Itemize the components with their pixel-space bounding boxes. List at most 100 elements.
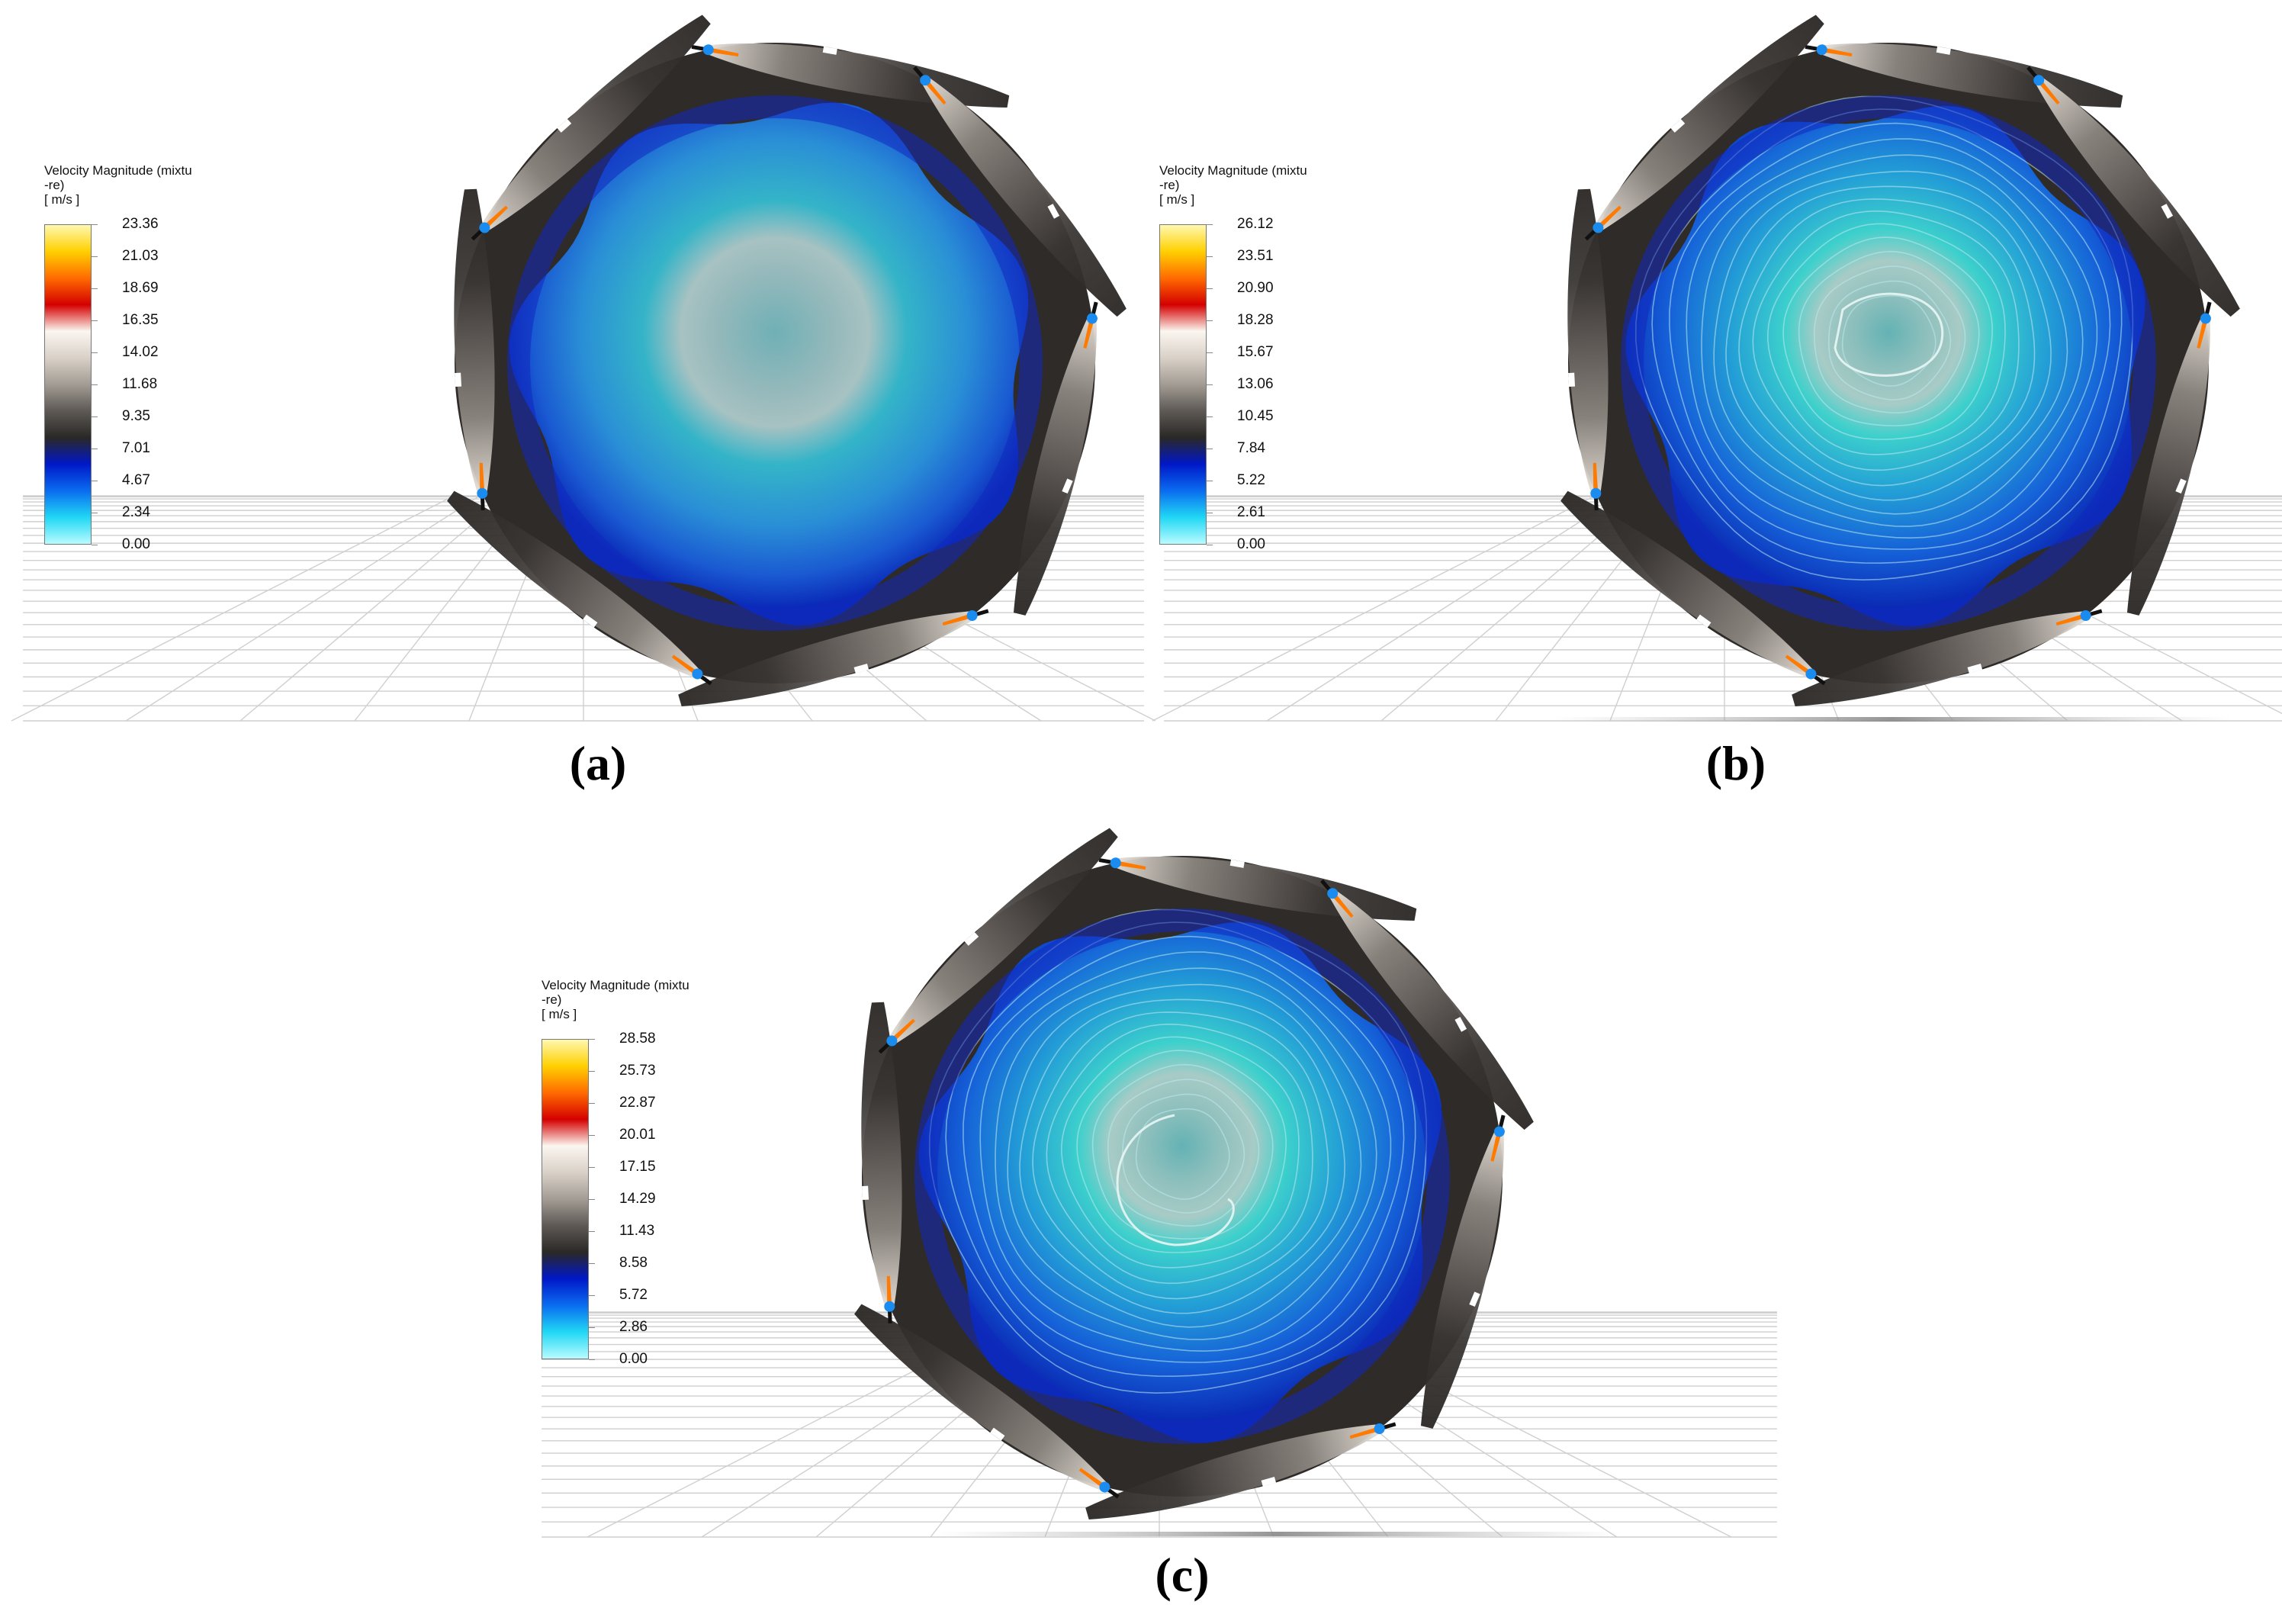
jet-hot-core xyxy=(1078,1468,1107,1489)
caption-c: (c) xyxy=(1155,1548,1210,1602)
grid-line xyxy=(1266,495,1622,722)
jet-body xyxy=(889,828,1118,1044)
colorbar xyxy=(1159,224,1207,545)
contour-line xyxy=(1686,138,2098,539)
core-vortex-line xyxy=(1834,292,1944,377)
jet-body xyxy=(1595,14,1824,231)
jet-body xyxy=(454,188,495,494)
grid-line xyxy=(11,495,455,722)
colorbar-tick-label: 7.01 xyxy=(122,440,150,456)
colorbar-tick-mark xyxy=(589,1167,595,1168)
ring-notch xyxy=(1047,204,1060,219)
colorbar-tick-label: 11.68 xyxy=(122,376,158,392)
jet-body xyxy=(2126,317,2210,616)
jet-hot-core xyxy=(708,47,739,56)
colorbar-tick-label: 23.51 xyxy=(1237,248,1274,264)
contour-line xyxy=(945,921,1416,1378)
wall-notch xyxy=(886,1035,898,1047)
ring-notch xyxy=(1568,372,1576,388)
colorbar-tick-label: 2.34 xyxy=(122,504,150,520)
colorbar-tick-mark xyxy=(589,1263,595,1264)
jet-plume xyxy=(1420,1114,1506,1429)
contour-line xyxy=(1122,1093,1245,1214)
colorbar-tick-label: 14.29 xyxy=(619,1191,656,1207)
ring-notches xyxy=(455,46,1073,674)
colorbar-tick-mark xyxy=(92,352,98,353)
colorbar-legend: Velocity Magnitude (mixtu -re) [ m/s ] 2… xyxy=(542,978,740,1375)
jet-plume xyxy=(861,1002,902,1323)
jet-plume xyxy=(1792,609,2103,706)
ring-notch xyxy=(822,46,837,55)
colorbar-tick-label: 20.90 xyxy=(1237,280,1274,296)
grid-line xyxy=(239,495,506,722)
contour-line xyxy=(1798,250,1980,426)
jet-plume xyxy=(2026,66,2240,317)
colorbar-tick-label: 16.35 xyxy=(122,312,159,328)
jet-hot-core xyxy=(1115,860,1146,870)
ring-notch xyxy=(1936,46,1951,55)
nozzle-jets xyxy=(854,828,1534,1519)
colorbar-tick-mark xyxy=(589,1199,595,1200)
colorbar-tick-mark xyxy=(92,288,98,289)
ring-notch xyxy=(1469,1291,1480,1307)
colorbar xyxy=(542,1039,589,1359)
colorbar-tick-mark xyxy=(1207,352,1213,353)
jet-hot-core xyxy=(479,462,485,494)
colorbar-tick-mark xyxy=(589,1359,595,1360)
nozzle-jets xyxy=(1560,14,2240,706)
fluid-region xyxy=(918,921,1442,1443)
wall-notch xyxy=(1805,668,1817,680)
fluid-region xyxy=(509,102,1029,625)
colorbar-tick-label: 17.15 xyxy=(619,1159,656,1175)
jet-hot-core xyxy=(886,1275,892,1307)
contour-line xyxy=(1076,1050,1287,1253)
colorbar-tick-mark xyxy=(589,1231,595,1232)
jet-hot-core xyxy=(890,1018,915,1043)
panel-b: Velocity Magnitude (mixtu -re) [ m/s ] 2… xyxy=(1141,0,2282,812)
jet-plume xyxy=(1320,879,1534,1130)
colorbar-tick-mark xyxy=(92,320,98,321)
wall-notch xyxy=(1086,313,1098,324)
colorbar-tick-label: 2.86 xyxy=(619,1319,648,1335)
contour-line xyxy=(963,935,1405,1363)
legend-unit: [ m/s ] xyxy=(542,1007,577,1021)
contour-line xyxy=(1828,280,1952,400)
colorbar-tick-mark xyxy=(1207,320,1213,321)
contour-line xyxy=(1813,265,1966,414)
contour-line xyxy=(1782,236,1993,440)
jet-plume xyxy=(1560,490,1826,686)
jet-hot-core xyxy=(923,79,947,105)
jet-hot-core xyxy=(2055,613,2087,626)
flow-field-disc xyxy=(1560,14,2240,706)
colorbar-tick-label: 0.00 xyxy=(1237,536,1265,552)
colorbar-tick-label: 11.43 xyxy=(619,1223,655,1239)
inner-rim xyxy=(1621,95,2156,631)
contour-line xyxy=(1669,122,2111,550)
contour-line xyxy=(995,967,1377,1340)
colorbar-tick-label: 13.06 xyxy=(1237,376,1274,392)
legend-title: Velocity Magnitude (mixtu -re) xyxy=(1159,163,1307,192)
jet-plume xyxy=(471,14,711,241)
wall-notch xyxy=(1374,1423,1385,1434)
jet-body xyxy=(1013,317,1097,616)
jet-hot-core xyxy=(1083,317,1094,349)
contour-line xyxy=(1007,983,1362,1328)
colorbar-tick-label: 0.00 xyxy=(619,1351,648,1367)
colorbar-tick-mark xyxy=(589,1103,595,1104)
jet-body xyxy=(1329,890,1534,1130)
jet-plume xyxy=(1567,188,1609,510)
wall-notch xyxy=(702,44,714,56)
colorbar-tick-label: 22.87 xyxy=(619,1095,656,1111)
legend-title: Velocity Magnitude (mixtu -re) xyxy=(542,978,689,1007)
wall-notch xyxy=(1099,1481,1110,1493)
flow-field-disc xyxy=(854,828,1534,1519)
legend-unit: [ m/s ] xyxy=(44,192,80,207)
ring-notch xyxy=(1696,614,1712,628)
jet-plume xyxy=(454,188,495,510)
colorbar-tick-mark xyxy=(1207,288,1213,289)
contour-lines xyxy=(1634,95,2134,581)
contour-line xyxy=(1019,999,1345,1314)
colorbar-tick-mark xyxy=(92,416,98,417)
colorbar-tick-label: 9.35 xyxy=(122,408,150,424)
jet-body xyxy=(921,77,1127,317)
